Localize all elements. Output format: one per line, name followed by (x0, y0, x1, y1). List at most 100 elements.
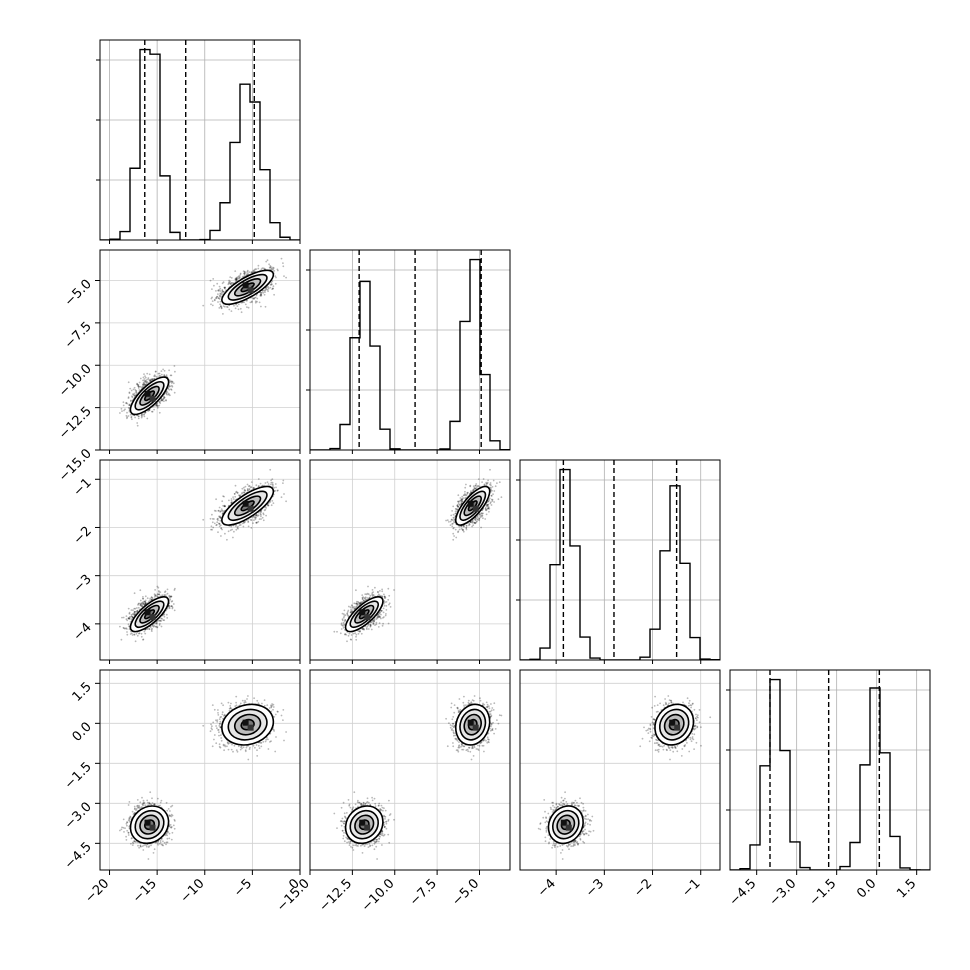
scatter-point (273, 486, 275, 489)
scatter-point (259, 293, 262, 295)
scatter-point (271, 483, 274, 486)
scatter-point (155, 403, 158, 406)
scatter-point (252, 486, 255, 489)
scatter-point (283, 275, 285, 277)
density-peak-b-0 (149, 395, 156, 402)
scatter-point (144, 375, 146, 377)
scatter-point (263, 289, 266, 292)
scatter-point (226, 305, 228, 308)
histogram-1 (310, 258, 510, 450)
scatter-point (133, 614, 136, 616)
scatter-point (235, 303, 237, 306)
scatter-point (135, 391, 137, 394)
scatter-point (260, 293, 263, 296)
scatter-point (140, 635, 143, 638)
scatter-point (262, 513, 265, 516)
scatter-point (245, 274, 248, 276)
scatter-point (146, 381, 148, 384)
scatter-point (133, 607, 136, 610)
scatter-point (259, 295, 262, 297)
scatter-point (142, 383, 145, 386)
scatter-point (220, 307, 223, 309)
scatter-point (144, 602, 146, 605)
scatter-point (269, 265, 272, 267)
scatter-point (272, 484, 274, 487)
scatter-point (170, 384, 173, 387)
scatter-point (158, 375, 161, 377)
scatter-point (142, 601, 144, 603)
scatter-point (217, 289, 220, 292)
scatter-point (125, 402, 127, 405)
scatter-point (219, 290, 222, 292)
scatter-point (137, 606, 140, 609)
scatter-point (259, 510, 262, 513)
scatter-point (260, 291, 263, 294)
scatter-point (254, 296, 257, 299)
scatter-point (228, 308, 231, 311)
scatter-point (235, 528, 238, 531)
scatter-point (260, 291, 262, 294)
scatter-point (165, 399, 167, 402)
scatter-point (223, 510, 226, 512)
scatter-point (210, 528, 212, 531)
scatter-point (154, 375, 157, 378)
scatter-point (154, 370, 157, 373)
scatter-point (219, 305, 222, 308)
scatter-point (138, 632, 140, 635)
scatter-point (172, 603, 175, 605)
scatter-point (128, 404, 131, 406)
scatter-point (151, 597, 154, 599)
scatter-point (238, 277, 241, 279)
scatter-point (232, 498, 235, 500)
scatter-point (141, 413, 144, 416)
scatter-point (254, 268, 257, 271)
scatter-point (213, 509, 216, 512)
scatter-point (127, 396, 130, 399)
scatter-point (151, 410, 153, 413)
scatter-point (228, 281, 230, 283)
scatter-point (202, 518, 205, 521)
scatter-point (132, 394, 135, 396)
scatter-point (158, 593, 161, 596)
panel-1-1 (306, 249, 511, 451)
scatter-point (231, 282, 233, 284)
scatter-point (264, 291, 266, 293)
scatter-point (272, 502, 275, 504)
scatter-point (248, 489, 251, 491)
scatter-point (248, 485, 251, 487)
scatter-point (130, 400, 132, 402)
scatter-point (127, 407, 130, 409)
panel-1-0 (99, 249, 301, 451)
scatter-point (267, 504, 270, 507)
scatter-point (218, 525, 221, 528)
scatter-point (246, 489, 249, 492)
scatter-point (140, 414, 143, 417)
scatter-point (142, 602, 145, 605)
scatter-point (143, 600, 146, 603)
scatter-point (173, 391, 176, 394)
scatter-point (130, 416, 133, 419)
scatter-point (158, 401, 161, 403)
scatter-point (251, 300, 253, 303)
scatter-point (223, 505, 226, 508)
scatter-point (272, 266, 274, 269)
scatter-point (219, 287, 222, 290)
scatter-point (136, 609, 139, 612)
scatter-point (236, 492, 239, 494)
scatter-point (154, 589, 157, 591)
scatter-point (210, 525, 213, 528)
scatter-point (255, 515, 257, 517)
scatter-point (126, 633, 129, 636)
scatter-point (147, 378, 149, 381)
scatter-point (155, 404, 158, 407)
scatter-point (238, 275, 240, 278)
scatter-point (234, 280, 237, 283)
scatter-point (157, 593, 160, 596)
scatter-point (280, 496, 283, 499)
scatter-point (218, 506, 221, 509)
scatter-point (228, 282, 230, 285)
scatter-point (134, 640, 137, 643)
scatter-point (139, 602, 142, 605)
scatter-point (157, 586, 160, 589)
histogram-0 (100, 48, 300, 240)
